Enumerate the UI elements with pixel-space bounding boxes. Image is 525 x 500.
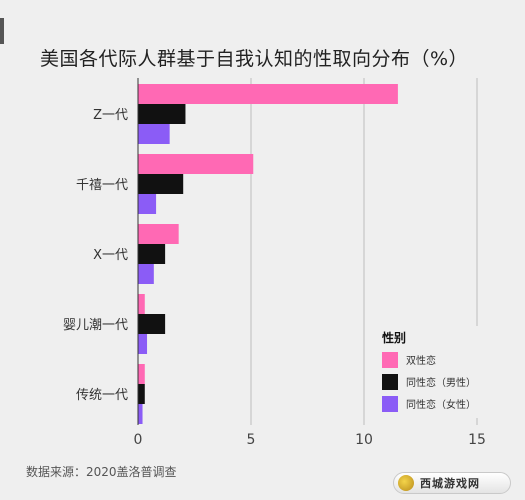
category-label-3: 婴儿潮一代 [63,318,128,333]
bar-1-0 [138,154,254,174]
bar-4-0 [138,364,145,384]
watermark-logo-icon [398,475,414,491]
legend-label-2: 同性恋（女性） [406,398,476,411]
bar-1-1 [138,174,184,194]
bar-0-0 [138,84,398,104]
legend-swatch-2 [382,396,398,412]
bar-0-2 [138,124,170,144]
bar-2-2 [138,264,154,284]
bar-3-2 [138,334,148,354]
legend-swatch-1 [382,374,398,390]
bar-2-0 [138,224,179,244]
bar-4-1 [138,384,145,404]
bar-2-1 [138,244,166,264]
category-label-0: Z一代 [93,108,128,123]
category-label-4: 传统一代 [76,388,128,403]
left-accent-bar [0,18,4,44]
x-tick-label-2: 10 [355,432,373,448]
bar-4-2 [138,404,143,424]
watermark: 西城游戏网 [393,472,511,494]
legend-label-0: 双性恋 [406,354,436,367]
category-label-2: X一代 [93,248,128,263]
x-tick-label-3: 15 [468,432,486,448]
bar-3-0 [138,294,145,314]
category-label-1: 千禧一代 [76,178,128,193]
bar-3-1 [138,314,166,334]
watermark-text: 西城游戏网 [420,477,480,490]
x-tick-label-0: 0 [134,432,143,448]
legend-title: 性别 [381,330,406,345]
x-tick-label-1: 5 [247,432,256,448]
legend-swatch-0 [382,352,398,368]
legend-label-1: 同性恋（男性） [406,376,476,389]
source-note: 数据来源：2020盖洛普调查 [26,465,177,479]
bar-1-2 [138,194,157,214]
bar-0-1 [138,104,186,124]
chart-title: 美国各代际人群基于自我认知的性取向分布（%） [40,48,469,70]
